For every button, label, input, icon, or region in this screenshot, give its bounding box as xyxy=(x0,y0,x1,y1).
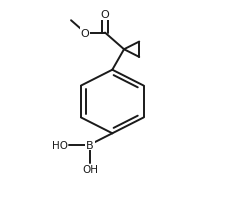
Text: B: B xyxy=(86,140,94,150)
Text: O: O xyxy=(81,28,89,38)
Text: O: O xyxy=(101,10,109,20)
Text: OH: OH xyxy=(82,164,98,174)
Text: HO: HO xyxy=(52,140,68,150)
